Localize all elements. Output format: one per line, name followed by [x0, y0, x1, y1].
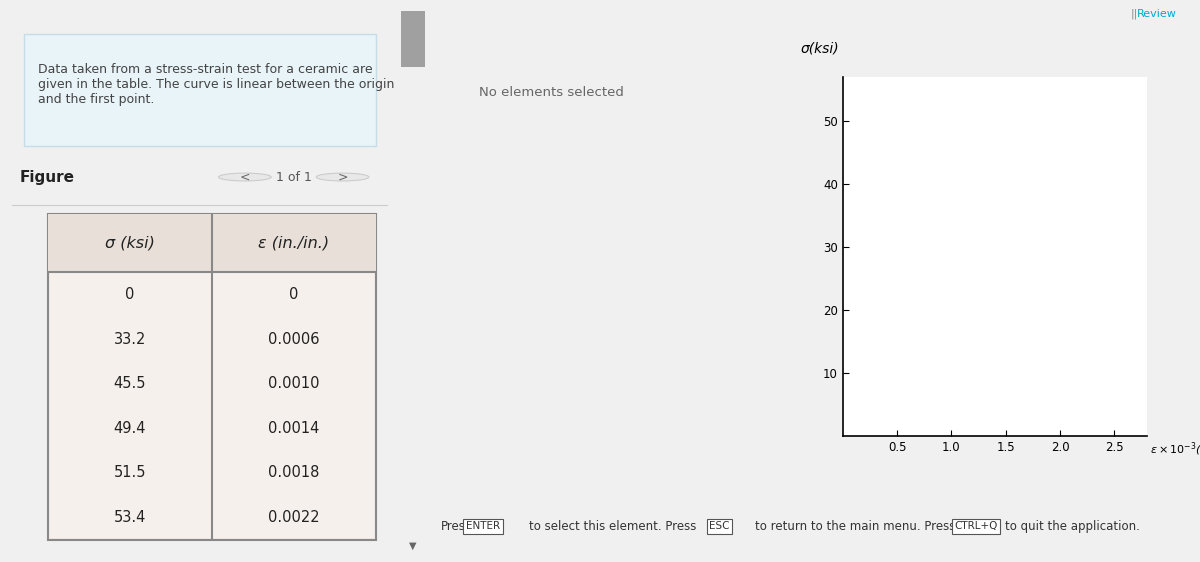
Text: 49.4: 49.4: [114, 420, 146, 436]
FancyBboxPatch shape: [48, 214, 376, 540]
Circle shape: [218, 173, 271, 181]
Text: CTRL+Q: CTRL+Q: [954, 522, 998, 532]
Text: 33.2: 33.2: [114, 332, 146, 347]
Text: σ (ksi): σ (ksi): [104, 235, 155, 251]
Text: Data taken from a stress-strain test for a ceramic are
given in the table. The c: Data taken from a stress-strain test for…: [38, 63, 395, 106]
FancyBboxPatch shape: [48, 214, 376, 272]
Text: Figure: Figure: [19, 170, 74, 184]
Text: 0: 0: [289, 287, 299, 302]
Text: ENTER: ENTER: [466, 522, 500, 532]
Text: σ(ksi): σ(ksi): [800, 42, 839, 56]
Text: ε (in./in.): ε (in./in.): [258, 235, 329, 251]
Text: 0.0006: 0.0006: [268, 332, 319, 347]
Text: 51.5: 51.5: [114, 465, 146, 480]
Text: 1 of 1: 1 of 1: [276, 170, 312, 184]
Text: 0: 0: [125, 287, 134, 302]
Text: to return to the main menu. Press: to return to the main menu. Press: [755, 520, 955, 533]
Text: 53.4: 53.4: [114, 510, 146, 525]
Text: to quit the application.: to quit the application.: [1006, 520, 1140, 533]
Text: >: >: [337, 170, 348, 184]
FancyBboxPatch shape: [24, 34, 376, 146]
Text: 45.5: 45.5: [114, 376, 146, 391]
Text: 0.0022: 0.0022: [268, 510, 319, 525]
Text: 0.0018: 0.0018: [268, 465, 319, 480]
Text: Press: Press: [442, 520, 473, 533]
Text: to select this element. Press: to select this element. Press: [529, 520, 696, 533]
Text: 0.0010: 0.0010: [268, 376, 319, 391]
Text: ▼: ▼: [409, 541, 416, 551]
Text: Review: Review: [1136, 9, 1177, 19]
Text: No elements selected: No elements selected: [479, 86, 624, 99]
Text: ||: ||: [1130, 8, 1138, 19]
Text: ESC: ESC: [709, 522, 730, 532]
Text: 0.0014: 0.0014: [268, 420, 319, 436]
FancyBboxPatch shape: [401, 11, 425, 67]
Text: <: <: [240, 170, 250, 184]
Text: $\epsilon \times 10^{-3}$(in./in.): $\epsilon \times 10^{-3}$(in./in.): [1150, 440, 1200, 457]
Circle shape: [317, 173, 368, 181]
